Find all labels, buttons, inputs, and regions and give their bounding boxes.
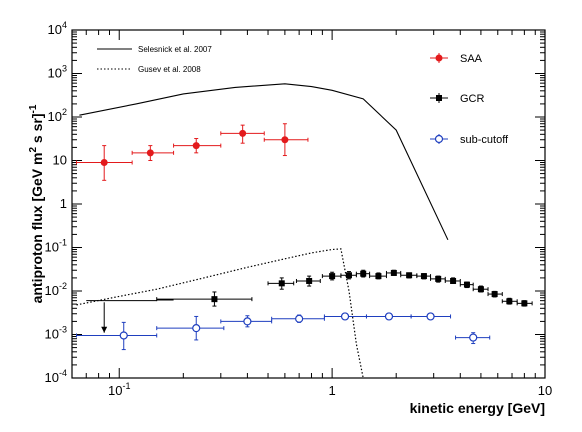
x-tick-label-text: 1 xyxy=(328,383,335,398)
y-axis-label-sup2: -1 xyxy=(28,104,39,113)
data-marker-square xyxy=(435,275,442,282)
y-tick-label-base: 10 xyxy=(45,283,59,298)
x-tick-label: 10-1 xyxy=(108,381,130,398)
y-tick-label: 10-2 xyxy=(45,281,67,298)
data-marker-square xyxy=(463,281,470,288)
y-tick-label-base: 10 xyxy=(48,66,62,81)
data-points xyxy=(76,123,533,351)
y-tick-label-base: 10 xyxy=(45,327,59,342)
data-marker-square xyxy=(390,269,397,276)
data-marker-filled-circle xyxy=(146,149,154,157)
x-axis-label: kinetic energy [GeV] xyxy=(410,400,545,416)
data-marker-square xyxy=(420,273,427,280)
data-marker-open-circle xyxy=(192,324,201,333)
data-marker-square xyxy=(375,273,382,280)
y-axis-label-sup1: 2 xyxy=(28,147,39,153)
data-marker-square xyxy=(521,300,528,307)
legend-label: Selesnick et al. 2007 xyxy=(138,45,212,54)
series-saa xyxy=(76,123,309,181)
data-marker-open-circle xyxy=(384,312,394,321)
legend-label: sub-cutoff xyxy=(460,134,509,146)
y-tick-label-exponent: -4 xyxy=(59,368,67,378)
upper-limit-arrow-head xyxy=(101,326,108,333)
y-tick-label-exponent: 3 xyxy=(62,64,67,74)
model-lines xyxy=(76,83,449,379)
y-tick-label: 10-4 xyxy=(45,368,67,385)
y-tick-label-text: 1 xyxy=(60,196,67,211)
data-marker-square xyxy=(436,95,442,101)
data-marker-filled-circle xyxy=(192,142,200,150)
x-tick-label-exponent: -1 xyxy=(122,381,130,391)
y-tick-label: 104 xyxy=(48,20,67,37)
plot-frame xyxy=(71,29,546,379)
data-marker-square xyxy=(477,286,484,293)
x-tick-label-text: 10 xyxy=(538,383,552,398)
series-gcr xyxy=(86,269,533,333)
data-marker-square xyxy=(506,298,513,305)
data-marker-square xyxy=(360,270,367,277)
data-marker-open-circle xyxy=(340,312,350,321)
data-marker-open-circle xyxy=(243,317,252,326)
y-tick-label-text: 10 xyxy=(53,153,67,168)
y-tick-label-exponent: 4 xyxy=(62,20,67,30)
y-tick-label-exponent: 2 xyxy=(62,107,67,117)
y-axis-label-main: antiproton flux [GeV m xyxy=(29,153,45,304)
y-axis-label: antiproton flux [GeV m2 s sr]-1 xyxy=(28,104,45,303)
y-tick-label: 10-1 xyxy=(45,238,67,255)
y-tick-label: 103 xyxy=(48,64,67,81)
y-tick-label: 10-3 xyxy=(45,325,67,342)
legend-label: GCR xyxy=(460,93,485,105)
data-marker-square xyxy=(345,272,352,279)
y-tick-label-exponent: -1 xyxy=(59,238,67,248)
series-sub-cutoff xyxy=(76,312,491,351)
legend-label: SAA xyxy=(460,53,483,65)
data-marker-filled-circle xyxy=(281,136,289,144)
data-marker-open-circle xyxy=(469,333,478,342)
legend-label: Gusev et al. 2008 xyxy=(138,65,201,74)
data-marker-square xyxy=(450,277,457,284)
model-line xyxy=(76,248,364,379)
data-marker-open-circle xyxy=(434,134,444,144)
y-axis-label-mid: s sr] xyxy=(29,113,45,146)
data-marker-square xyxy=(278,280,285,287)
y-tick-label-base: 10 xyxy=(45,370,59,385)
data-marker-square xyxy=(306,277,313,284)
y-tick-label-exponent: -2 xyxy=(59,281,67,291)
x-tick-label: 10 xyxy=(538,383,552,398)
y-tick-label: 102 xyxy=(48,107,67,124)
x-tick-label: 1 xyxy=(328,383,335,398)
x-tick-label-base: 10 xyxy=(108,383,122,398)
y-tick-label: 1 xyxy=(60,196,67,211)
y-tick-label-base: 10 xyxy=(48,22,62,37)
data-marker-square xyxy=(406,272,413,279)
data-marker-open-circle xyxy=(295,314,304,323)
data-marker-filled-circle xyxy=(100,158,108,166)
y-tick-label-exponent: -3 xyxy=(59,325,67,335)
data-marker-square xyxy=(329,273,336,280)
data-marker-square xyxy=(211,296,218,303)
y-tick-label-base: 10 xyxy=(45,240,59,255)
model-line xyxy=(79,83,449,241)
data-marker-open-circle xyxy=(119,331,128,340)
data-marker-open-circle xyxy=(426,312,435,321)
legend: Selesnick et al. 2007 Gusev et al. 2008 SA… xyxy=(97,45,509,146)
data-marker-square xyxy=(491,291,498,298)
y-tick-label-base: 10 xyxy=(48,109,62,124)
y-tick-label: 10 xyxy=(53,153,67,168)
data-marker-filled-circle xyxy=(239,129,247,137)
data-marker-filled-circle xyxy=(435,54,443,62)
